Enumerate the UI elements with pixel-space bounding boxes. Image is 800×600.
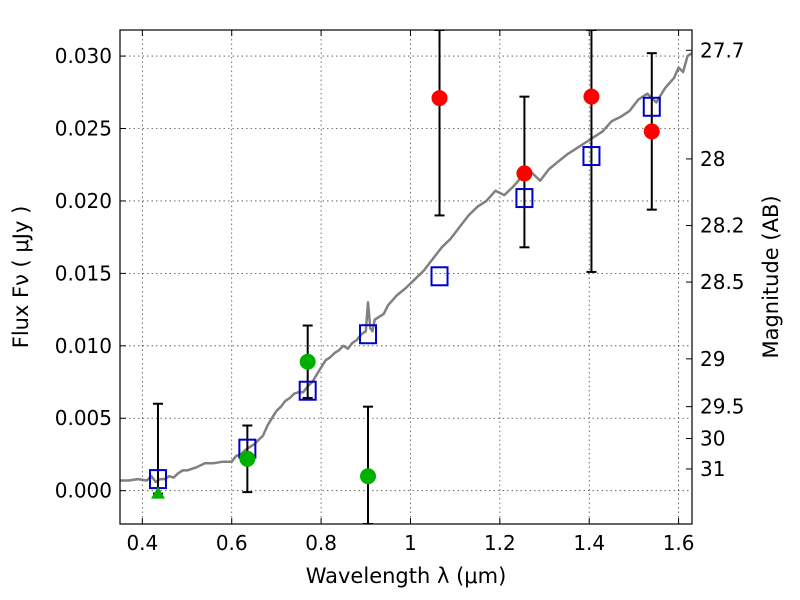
- y2-tick-label: 29.5: [700, 395, 745, 419]
- y2-tick-label: 28.5: [700, 270, 745, 294]
- data-layer: [120, 30, 692, 524]
- model-photometry-square: [582, 146, 601, 167]
- model-photometry-square: [515, 188, 534, 209]
- model-photometry-square: [298, 380, 317, 401]
- x-tick-label: 1.2: [484, 531, 516, 555]
- y2-tick-label: 27.7: [700, 38, 745, 62]
- y-tick-label: 0.015: [55, 261, 112, 285]
- y2-tick-label: 28: [700, 147, 725, 171]
- model-spectrum-line: [120, 52, 692, 484]
- y2-axis-label: Magnitude (AB): [759, 195, 783, 358]
- y-tick-label: 0.010: [55, 334, 112, 358]
- y-tick-label: 0.025: [55, 117, 112, 141]
- y2-tick-label: 31: [700, 457, 725, 481]
- red-data-point: [516, 165, 533, 182]
- green-upper-limit-triangle: [150, 486, 165, 499]
- red-data-point: [431, 90, 448, 107]
- y2-tick-label: 29: [700, 347, 725, 371]
- red-data-point: [583, 88, 600, 105]
- x-tick-label: 0.6: [216, 531, 248, 555]
- y-tick-label: 0.005: [55, 406, 112, 430]
- green-data-point: [360, 468, 377, 485]
- x-tick-label: 1.4: [573, 531, 605, 555]
- plot-frame: [119, 29, 693, 525]
- model-photometry-square: [359, 324, 378, 345]
- x-tick-label: 1: [404, 531, 417, 555]
- x-axis-label: Wavelength λ (μm): [306, 564, 507, 588]
- y-tick-label: 0.030: [55, 44, 112, 68]
- red-data-point: [643, 123, 660, 140]
- grid-layer: [120, 30, 692, 524]
- y2-tick-label: 28.2: [700, 214, 745, 238]
- y-tick-label: 0.020: [55, 189, 112, 213]
- clipped-data: [120, 30, 692, 524]
- model-photometry-square: [642, 96, 661, 117]
- y-axis-label: Flux Fν ( μJy ): [9, 206, 33, 349]
- y-tick-label: 0.000: [55, 479, 112, 503]
- x-tick-label: 0.8: [305, 531, 337, 555]
- x-tick-label: 0.4: [126, 531, 158, 555]
- tick-layer: 0.4 0.6 0.8 1 1.2 1.4 1.6 0.000 0.005 0.010 0.015 0…: [55, 30, 745, 555]
- model-photometry-square: [430, 266, 449, 287]
- green-data-point: [239, 450, 256, 467]
- green-data-point: [299, 353, 316, 370]
- y2-tick-label: 30: [700, 427, 725, 451]
- x-tick-label: 1.6: [663, 531, 695, 555]
